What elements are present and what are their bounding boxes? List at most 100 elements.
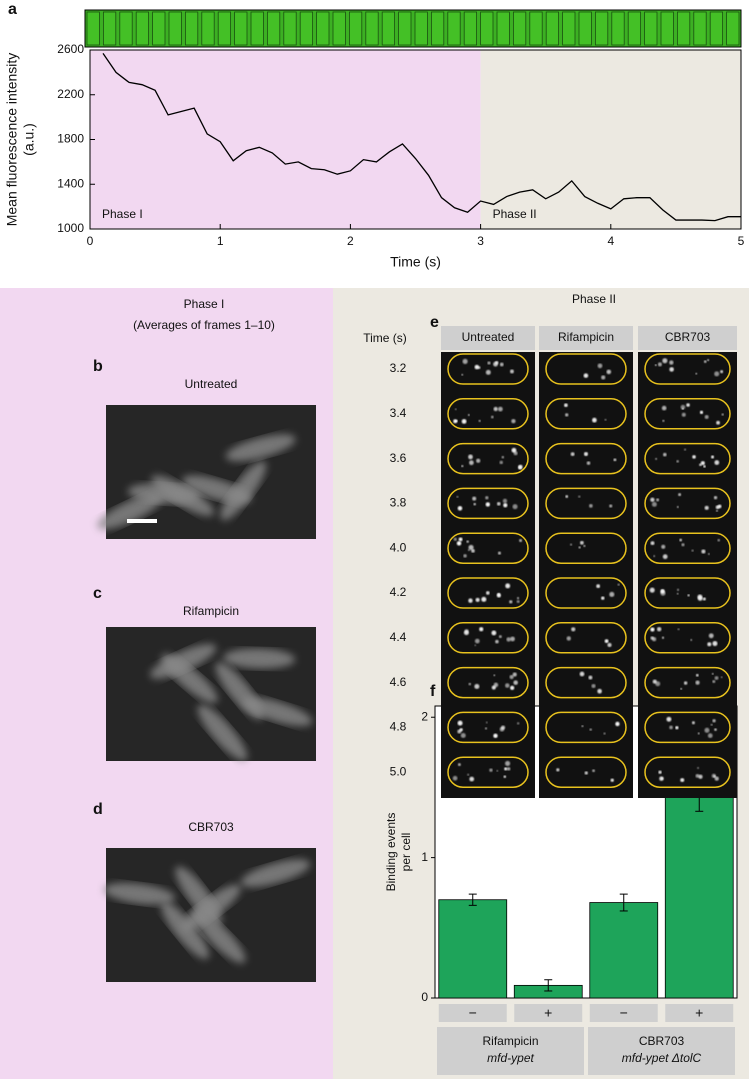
panel-label: e: [430, 314, 439, 331]
spot: [509, 600, 513, 604]
spot: [676, 592, 679, 595]
y-tick-label: 1000: [57, 221, 84, 235]
spot: [516, 600, 520, 603]
spot: [496, 593, 502, 598]
frame: [726, 11, 740, 46]
panel-label: a: [8, 1, 17, 18]
cell-outline: [545, 577, 627, 609]
time-label: 3.8: [390, 496, 407, 510]
y-axis-label: Mean fluorescence intensity: [4, 53, 20, 227]
phase-region: [480, 50, 741, 229]
spot: [662, 419, 665, 422]
spot: [652, 637, 657, 642]
spot: [666, 716, 672, 722]
spot: [680, 688, 683, 690]
frame: [381, 11, 396, 46]
spot: [467, 548, 470, 552]
spot: [586, 461, 591, 465]
spot: [583, 373, 589, 378]
spot: [661, 636, 665, 639]
micrograph-column: [638, 352, 737, 798]
spot: [650, 541, 655, 546]
spot: [474, 638, 480, 644]
cell: [192, 909, 246, 964]
spot: [474, 683, 480, 689]
spot: [714, 676, 719, 680]
frame: [348, 11, 363, 46]
frame: [299, 11, 314, 46]
spot: [699, 410, 704, 415]
category-box: [514, 1004, 583, 1022]
spot: [469, 776, 475, 782]
x-tick-label: 2: [347, 234, 354, 248]
cell-outline: [545, 622, 627, 654]
spot: [714, 728, 717, 731]
cell-outline: [644, 532, 731, 564]
frame: [529, 11, 543, 46]
x-tick-label: 3: [477, 234, 484, 248]
column-header: CBR703: [665, 330, 711, 344]
spot: [464, 628, 469, 633]
spot: [457, 729, 462, 734]
spot: [680, 778, 685, 783]
spot: [650, 627, 655, 632]
frame: [677, 11, 691, 46]
spot: [503, 775, 507, 779]
cell: [243, 697, 313, 727]
group-label: mfd-ypet ΔtolC: [622, 1051, 702, 1065]
column-header: Rifampicin: [558, 330, 614, 344]
spot: [597, 688, 602, 694]
cell-outline: [545, 353, 627, 385]
spot: [462, 358, 468, 364]
spot: [697, 596, 703, 601]
cell-outline: [545, 532, 627, 564]
spot: [484, 727, 488, 730]
category-box: [438, 1004, 507, 1022]
spot: [489, 768, 493, 772]
spot: [507, 767, 511, 771]
cell: [225, 434, 296, 462]
spot: [591, 684, 596, 689]
cell-outline: [447, 532, 529, 564]
y-tick-label: 2600: [57, 42, 84, 56]
spot: [579, 540, 584, 545]
frame: [234, 11, 248, 46]
image-title: Untreated: [185, 377, 238, 391]
spot: [583, 451, 589, 457]
spot: [695, 680, 700, 685]
cell: [150, 643, 217, 679]
y-tick-label: 0: [421, 990, 428, 1004]
frame: [595, 11, 609, 46]
spot: [491, 630, 497, 636]
spot: [467, 773, 470, 776]
spot: [604, 418, 607, 421]
spot: [596, 584, 601, 589]
bar: [438, 899, 508, 999]
row-header: Time (s): [363, 331, 407, 345]
spot: [681, 543, 685, 547]
spot: [570, 543, 573, 546]
region-label: Phase II: [493, 207, 537, 221]
spot: [658, 770, 662, 774]
spot: [717, 539, 720, 542]
frame: [332, 11, 346, 46]
scale-bar: [127, 519, 157, 523]
frame: [184, 11, 199, 46]
spot: [513, 680, 518, 685]
spot: [516, 722, 520, 725]
frame: [398, 11, 412, 46]
cell: [97, 493, 163, 530]
frame: [496, 11, 510, 46]
column-header-box: [638, 326, 737, 350]
spot: [473, 502, 476, 506]
image-title: Rifampicin: [183, 604, 239, 618]
spot: [579, 671, 585, 677]
y-tick-label: 2200: [57, 87, 84, 101]
spot: [716, 510, 718, 512]
spot: [657, 362, 662, 367]
spot: [655, 457, 658, 460]
cell-outline: [447, 442, 529, 475]
data-line: [102, 52, 741, 222]
spot: [485, 369, 491, 375]
frame: [463, 11, 478, 46]
